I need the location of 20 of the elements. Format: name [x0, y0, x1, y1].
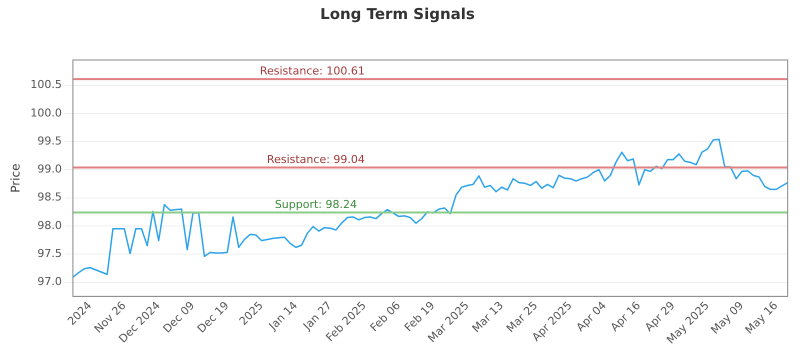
x-tick-label: Mar 13 — [470, 298, 506, 336]
x-tick-label: Feb 06 — [368, 298, 403, 334]
x-tick-label: Dec 09 — [160, 298, 198, 336]
y-tick-label: 100.5 — [30, 78, 62, 92]
x-tick-label: Apr 16 — [608, 298, 644, 334]
y-axis-title: Price — [8, 164, 22, 193]
y-tick-label: 98.0 — [37, 218, 62, 232]
y-tick-label: 100.0 — [30, 106, 62, 120]
x-tick-label: Apr 04 — [574, 298, 609, 334]
y-tick-label: 99.5 — [37, 134, 62, 148]
y-tick-label: 99.0 — [37, 162, 62, 176]
ref-line-label: Resistance: 100.61 — [260, 64, 365, 78]
y-tick-label: 97.5 — [37, 246, 62, 260]
y-tick-label: 97.0 — [37, 275, 62, 288]
y-tick-label: 98.5 — [37, 190, 62, 204]
x-tick-label: Dec 19 — [194, 298, 232, 336]
chart-title: Long Term Signals — [320, 4, 475, 23]
ref-line-label: Resistance: 99.04 — [266, 152, 365, 166]
x-tick-label: Jan 14 — [266, 298, 300, 334]
ref-line-label: Support: 98.24 — [274, 198, 358, 211]
